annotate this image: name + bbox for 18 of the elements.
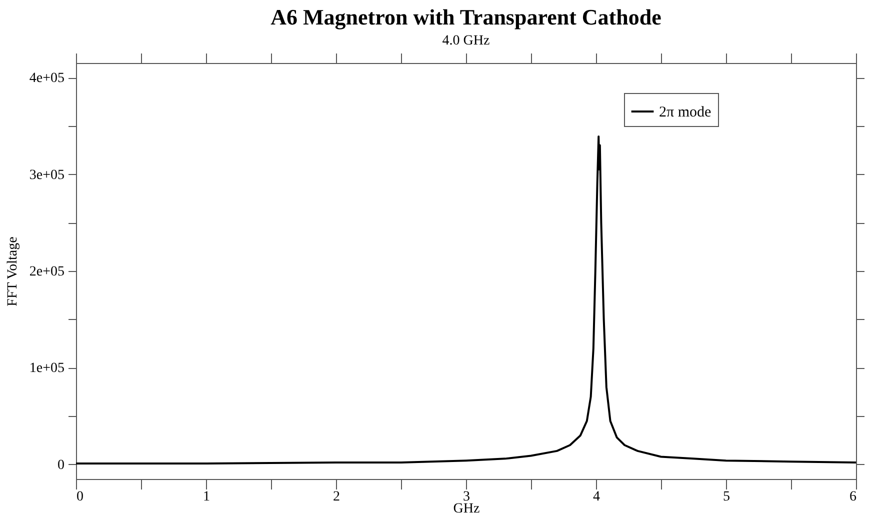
- x-tick-label: 2: [333, 490, 340, 504]
- x-tick-label: 4: [593, 490, 600, 504]
- y-tick-label: 0: [58, 458, 64, 473]
- x-tick-label: 6: [850, 490, 856, 504]
- chart-subtitle: 4.0 GHz: [442, 34, 490, 48]
- legend-label: 2π mode: [659, 104, 712, 120]
- y-tick-label: 4e+05: [29, 71, 64, 86]
- y-tick-label: 1e+05: [29, 361, 64, 376]
- x-tick-label: 3: [463, 490, 470, 504]
- y-tick-label: 2e+05: [29, 264, 64, 280]
- chart-title: A6 Magnetron with Transparent Cathode: [270, 4, 662, 30]
- line-series: [76, 136, 856, 465]
- x-tick-label: 5: [723, 490, 730, 504]
- x-axis-title: GHz: [453, 502, 480, 516]
- x-tick-label: 1: [203, 490, 210, 504]
- x-tick-label: 0: [76, 490, 84, 504]
- y-axis-title: FFT Voltage: [5, 236, 20, 306]
- y-tick-label: 3e+05: [29, 168, 64, 183]
